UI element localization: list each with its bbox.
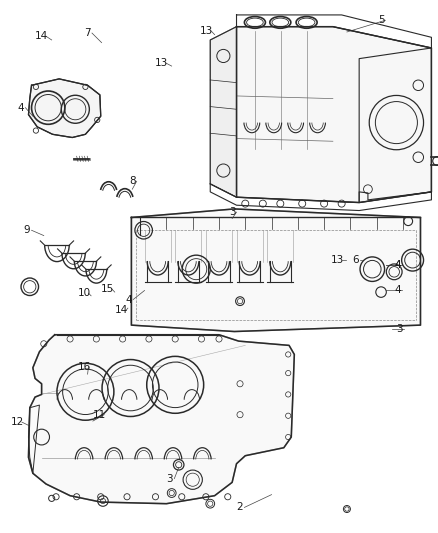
Text: 3: 3 (166, 474, 173, 483)
Text: 10: 10 (78, 288, 91, 298)
Text: 6: 6 (352, 255, 359, 265)
Text: 13: 13 (155, 58, 168, 68)
Text: 7: 7 (84, 28, 91, 38)
Text: 3: 3 (396, 325, 403, 334)
Text: 13: 13 (331, 255, 344, 265)
Text: 14: 14 (115, 305, 128, 315)
Text: 12: 12 (11, 417, 24, 427)
Text: 5: 5 (378, 15, 385, 25)
Text: 13: 13 (200, 26, 213, 36)
Polygon shape (237, 27, 431, 203)
Polygon shape (28, 79, 101, 138)
Text: 11: 11 (93, 410, 106, 419)
Text: 3: 3 (229, 207, 236, 217)
Text: 4: 4 (394, 261, 401, 270)
Text: 4: 4 (125, 295, 132, 304)
Polygon shape (28, 335, 294, 504)
Text: 15: 15 (101, 284, 114, 294)
Text: 16: 16 (78, 362, 91, 372)
Text: 8: 8 (129, 176, 136, 186)
Text: 4: 4 (394, 261, 401, 270)
Text: 4: 4 (394, 286, 401, 295)
Text: 9: 9 (24, 225, 31, 235)
Text: 2: 2 (237, 503, 244, 512)
Text: 4: 4 (18, 103, 25, 112)
Text: 14: 14 (35, 31, 48, 41)
Polygon shape (131, 209, 420, 332)
Polygon shape (210, 27, 237, 197)
